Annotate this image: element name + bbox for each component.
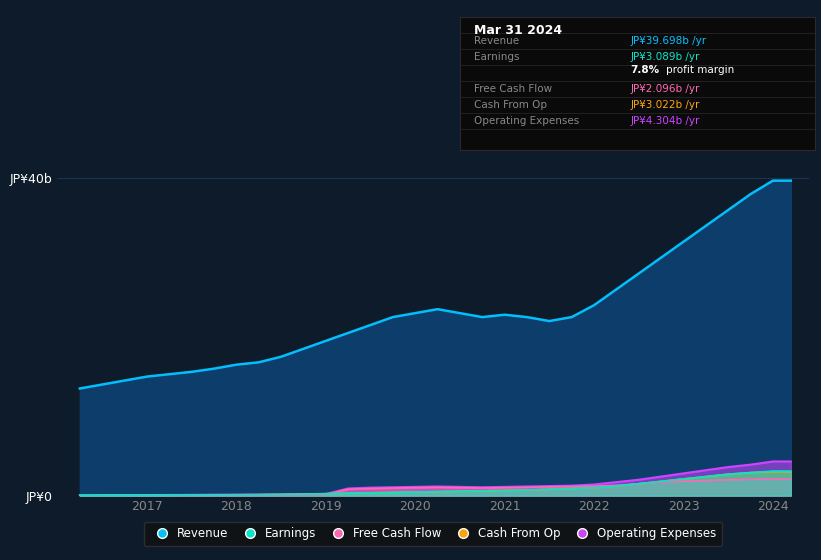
Text: Cash From Op: Cash From Op [475, 100, 548, 110]
Text: JP¥3.089b /yr: JP¥3.089b /yr [631, 52, 699, 62]
Legend: Revenue, Earnings, Free Cash Flow, Cash From Op, Operating Expenses: Revenue, Earnings, Free Cash Flow, Cash … [144, 521, 722, 547]
Text: Free Cash Flow: Free Cash Flow [475, 84, 553, 94]
Text: Revenue: Revenue [475, 36, 520, 46]
Text: JP¥3.022b /yr: JP¥3.022b /yr [631, 100, 699, 110]
Text: Earnings: Earnings [475, 52, 520, 62]
Text: JP¥39.698b /yr: JP¥39.698b /yr [631, 36, 707, 46]
Text: Operating Expenses: Operating Expenses [475, 116, 580, 126]
Text: 7.8%: 7.8% [631, 65, 659, 75]
Text: profit margin: profit margin [666, 65, 734, 75]
Text: Mar 31 2024: Mar 31 2024 [475, 24, 562, 36]
Text: JP¥2.096b /yr: JP¥2.096b /yr [631, 84, 699, 94]
Text: JP¥4.304b /yr: JP¥4.304b /yr [631, 116, 699, 126]
